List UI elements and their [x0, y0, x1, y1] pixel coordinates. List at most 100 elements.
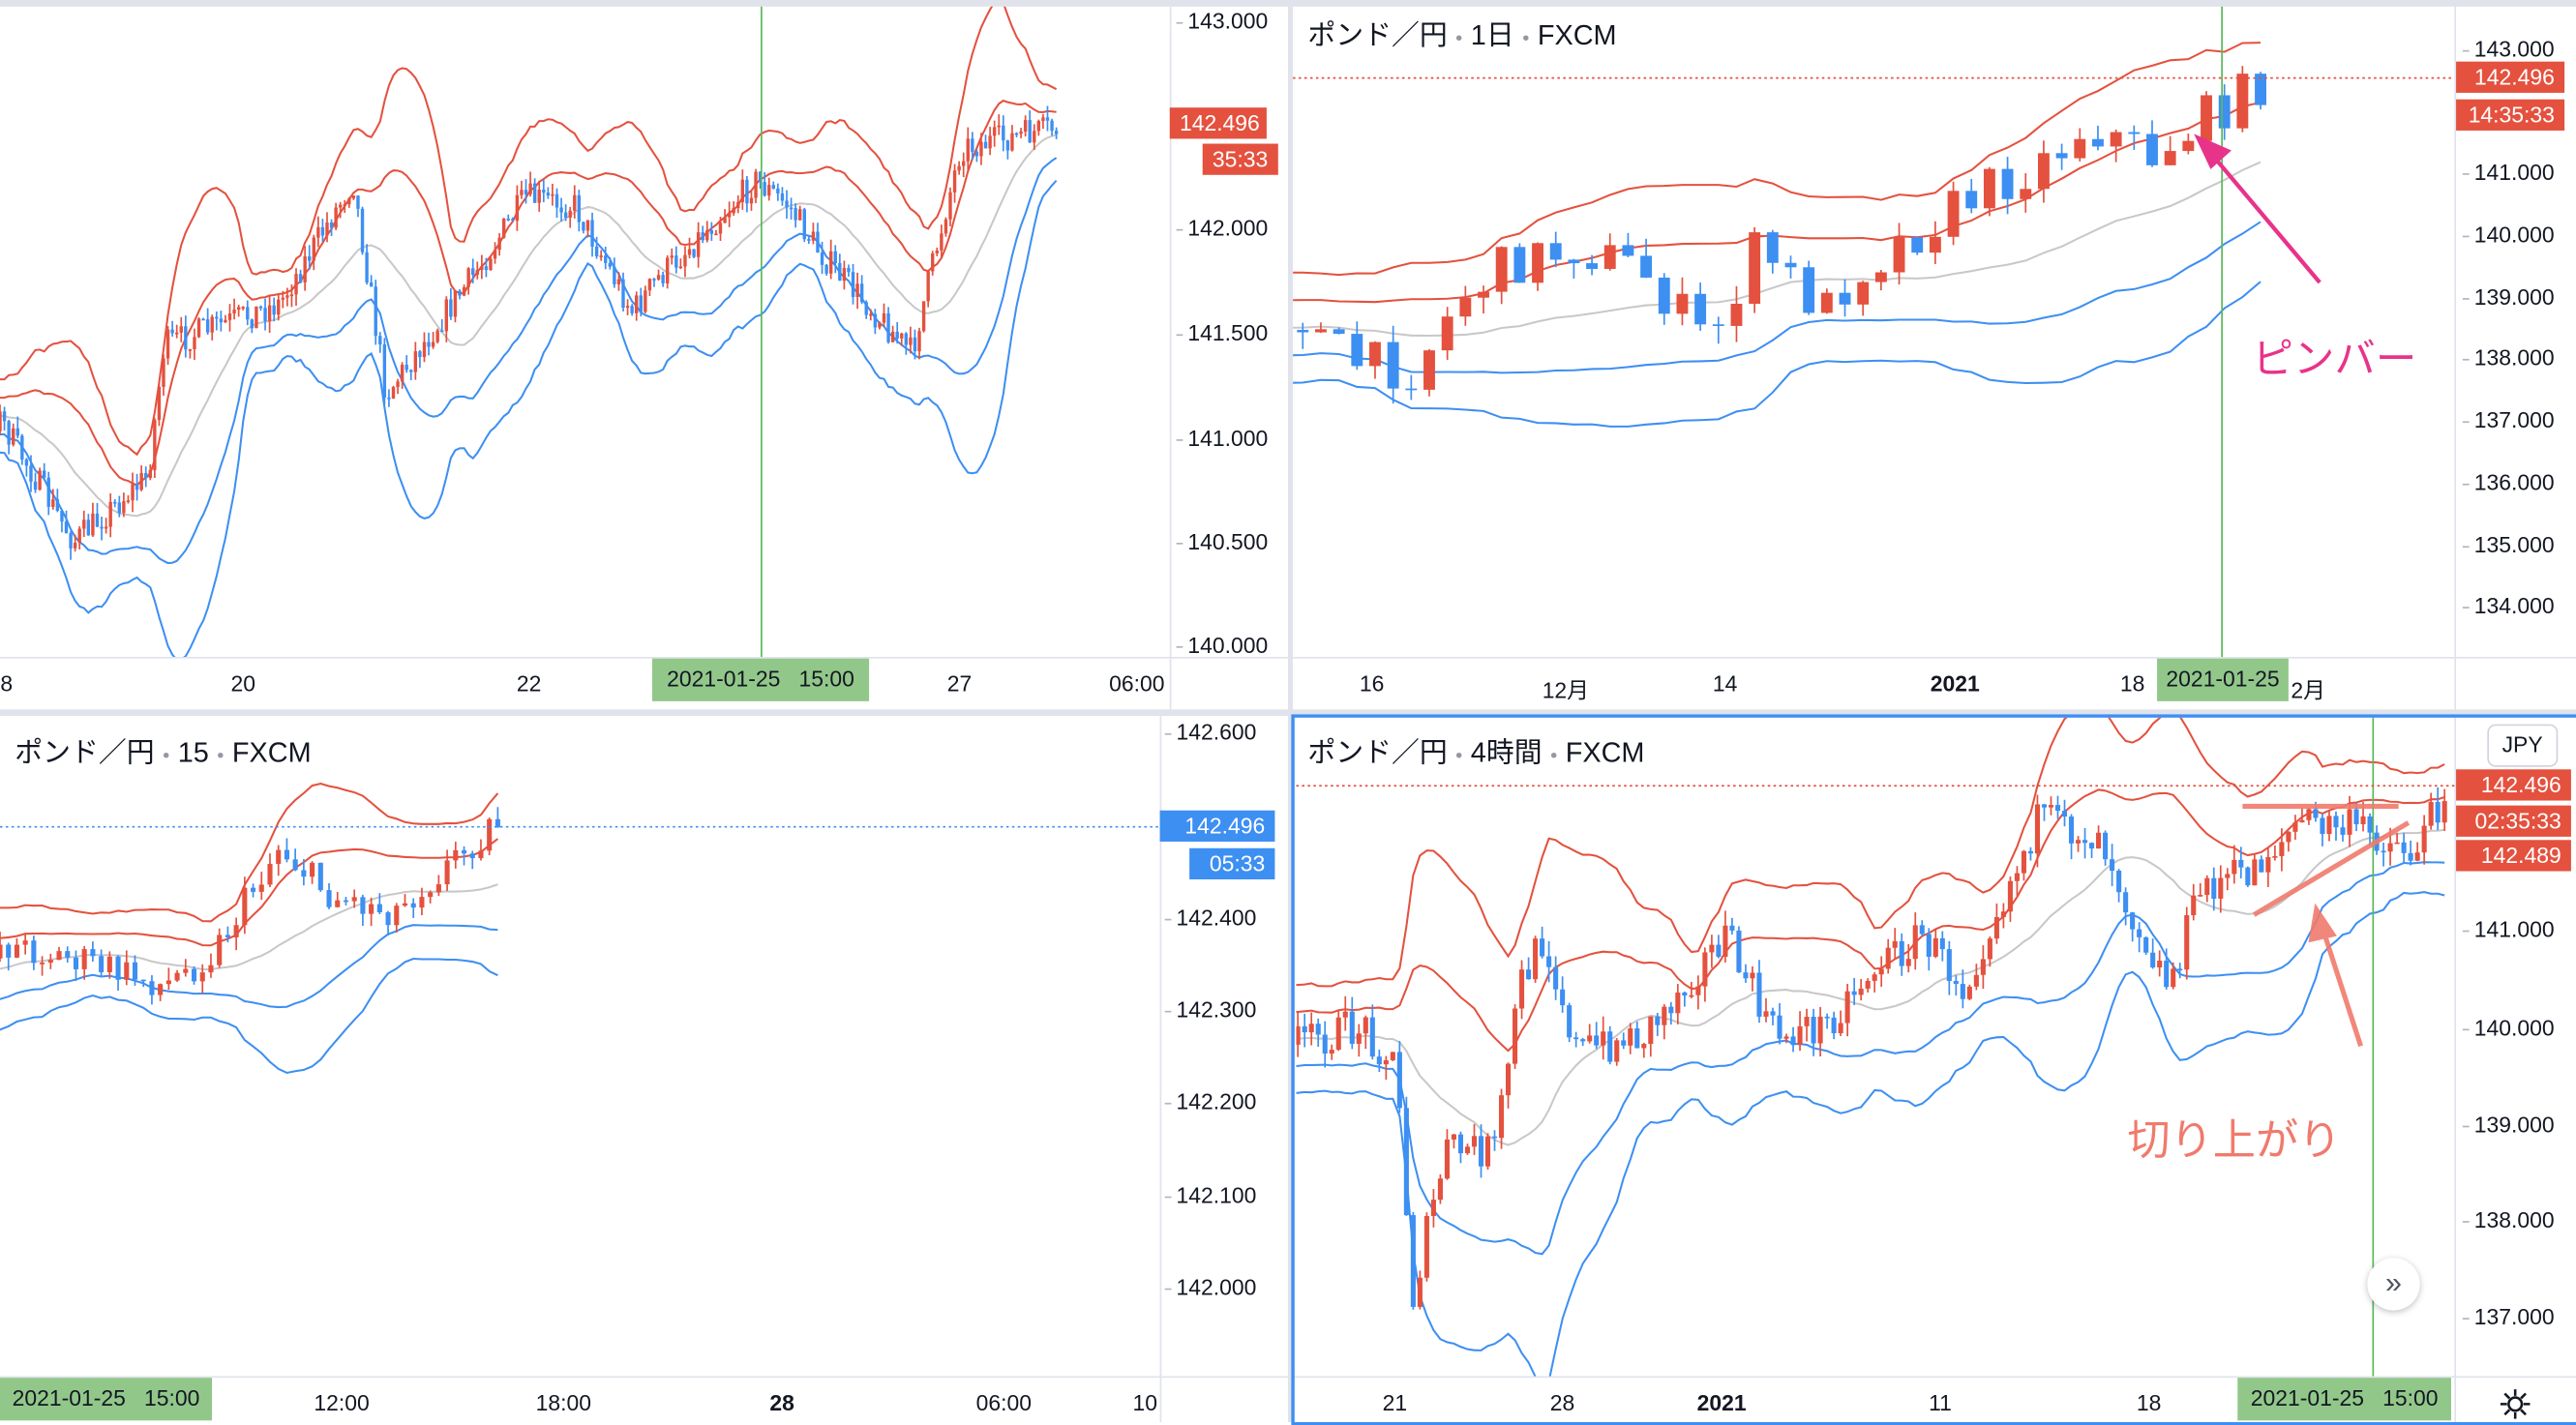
currency-button[interactable]: JPY [2487, 724, 2558, 767]
candle-body [828, 251, 833, 274]
candle-body [1722, 925, 1728, 957]
candle-body [2255, 74, 2266, 105]
candle-body [351, 897, 357, 902]
candle-body [236, 307, 241, 311]
candle-body [2306, 809, 2312, 820]
candle-body [1947, 191, 1960, 237]
interval[interactable]: 4時間 [1470, 737, 1543, 769]
candle-body [14, 944, 19, 958]
candle-body [179, 326, 183, 333]
symbol-name[interactable]: ポンド／円 [1307, 19, 1448, 51]
time-label: 20 [230, 671, 256, 697]
candle-body [1858, 988, 1864, 995]
settings-gear-icon[interactable] [2499, 1387, 2531, 1420]
candle-body [1533, 938, 1539, 980]
candle-body [855, 283, 859, 298]
candle-body [798, 209, 802, 221]
bollinger-lower-2sd [0, 957, 498, 1075]
candle-body [1403, 1108, 1409, 1216]
candle-body [869, 313, 873, 316]
candle-body [1628, 1028, 1633, 1046]
candle-body [665, 257, 670, 283]
symbol-name[interactable]: ポンド／円 [15, 737, 155, 769]
candle-body [2034, 804, 2041, 854]
time-label: 18:00 [535, 1390, 591, 1416]
candle-body [1586, 263, 1599, 269]
candle-body [1146, 1015, 1151, 1026]
candle-body [73, 543, 77, 549]
symbol-name[interactable]: ポンド／円 [1307, 737, 1448, 769]
interval[interactable]: 15 [177, 737, 209, 769]
candle-body [2075, 840, 2082, 844]
candle-body [842, 268, 847, 282]
higher-lows-drawing[interactable] [2242, 803, 2411, 1048]
candle-body [1050, 120, 1054, 132]
candle-body [678, 266, 683, 269]
candle-body [2428, 801, 2434, 826]
candle-body [1987, 938, 1992, 960]
column-divider[interactable] [1287, 0, 1294, 1423]
candle-body [754, 171, 758, 198]
candle-body [466, 268, 470, 287]
candle-body [1803, 267, 1815, 313]
interval[interactable]: 1日 [1470, 19, 1514, 51]
candle-body [469, 853, 475, 859]
time-axis-border [0, 1376, 1288, 1379]
candle-body [1464, 1146, 1471, 1154]
candle-body [1939, 937, 1945, 950]
candle-body [2054, 805, 2061, 812]
scroll-to-realtime-icon[interactable]: » [2367, 1258, 2420, 1311]
candle-body [616, 279, 621, 284]
candle-body [811, 231, 816, 241]
candle-body [1132, 1017, 1137, 1049]
candle-body [971, 138, 974, 152]
higher-lows-annotation[interactable]: 切り上がり [2127, 1114, 2342, 1165]
candle-body [1824, 1016, 1830, 1019]
candle-body [233, 925, 239, 937]
candle-body [2021, 850, 2026, 874]
candle-body [2333, 816, 2339, 828]
candle-body [1709, 944, 1715, 953]
bollinger-lower-2sd [1296, 891, 2445, 1377]
bollinger-upper-1sd [1296, 788, 2445, 1053]
time-label: 16 [1359, 671, 1385, 697]
pane-top-left-series [0, 0, 1059, 657]
candle-body [1044, 347, 1056, 349]
candle-body [1892, 940, 1898, 948]
candle-body [1171, 338, 1183, 340]
candle-body [2164, 961, 2170, 988]
candle-body [966, 138, 970, 162]
candle-body [217, 935, 223, 965]
candle-body [979, 141, 983, 157]
candle-body [1200, 1019, 1205, 1049]
candle-body [559, 207, 563, 213]
candle-body [1899, 940, 1904, 966]
data-source: FXCM [1565, 737, 1645, 769]
candle-body [1804, 1016, 1810, 1026]
candle-body [1028, 120, 1032, 143]
price-label: 137.000 [2462, 1304, 2555, 1330]
candle-body [1929, 236, 1941, 253]
candle-body [2340, 827, 2346, 835]
candle-body [2225, 874, 2231, 878]
candle-body [334, 207, 338, 228]
price-label: 139.000 [2462, 1113, 2555, 1138]
time-axis-border [1293, 1376, 2576, 1379]
candle-body [435, 330, 439, 342]
candle-body [1513, 247, 1526, 283]
candle-body [2381, 850, 2386, 853]
candle-body [1911, 237, 1924, 253]
candle-body [1296, 1025, 1301, 1045]
candle-body [193, 337, 196, 349]
candle-body [191, 968, 197, 982]
candle-body [15, 428, 19, 436]
candle-body [86, 520, 91, 536]
candle-body [20, 435, 24, 460]
candle-body [1839, 292, 1851, 305]
pinbar-annotation[interactable]: ピンバー [2252, 336, 2417, 383]
candle-body [31, 940, 37, 964]
candle-body [1675, 992, 1681, 1014]
candle-body [1622, 245, 1634, 256]
pinbar-arrow[interactable] [2194, 134, 2321, 284]
